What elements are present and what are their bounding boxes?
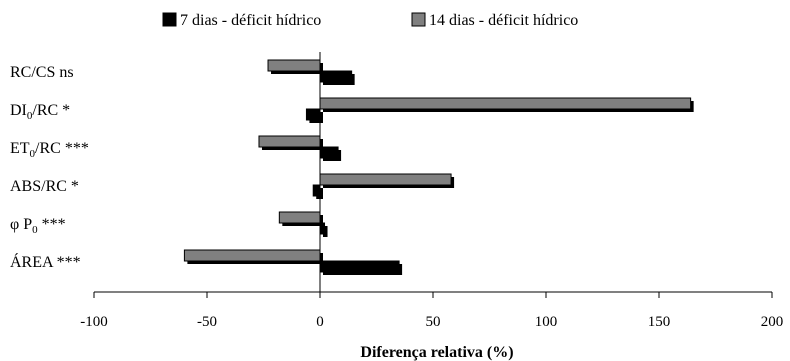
legend-label-7-dias: 7 dias - déficit hídrico xyxy=(180,12,321,29)
x-tick-label: 100 xyxy=(535,314,558,330)
x-axis-title: Diferença relativa (%) xyxy=(360,344,513,361)
legend-swatch-14-dias xyxy=(411,12,426,27)
category-labels: RC/CS ns DI0/RC * ET0/RC *** ABS/RC * φ P0 *… xyxy=(10,64,89,271)
x-tick-label: 150 xyxy=(648,314,671,330)
legend: 7 dias - déficit hídrico 14 dias - défic… xyxy=(162,12,578,29)
x-tick-label: 0 xyxy=(316,314,324,330)
legend-swatch-7-dias xyxy=(162,12,177,27)
bar-7-dias-2 xyxy=(319,146,339,159)
bar-14-dias-2 xyxy=(258,135,321,148)
x-tick-label: -50 xyxy=(197,314,217,330)
bar-14-dias-5 xyxy=(183,249,321,262)
category-label: φ P0 *** xyxy=(10,216,66,236)
category-label: RC/CS ns xyxy=(10,64,74,81)
bar-14-dias-4 xyxy=(278,211,321,224)
bar-7-dias-3 xyxy=(312,184,321,197)
category-label: DI0/RC * xyxy=(10,102,70,122)
bar-7-dias-0 xyxy=(319,70,353,83)
tick-labels: -100 -50 0 50 100 150 200 xyxy=(80,314,783,330)
bars xyxy=(183,59,694,275)
category-label: ET0/RC *** xyxy=(10,140,89,160)
category-label: ABS/RC * xyxy=(10,178,79,195)
bar-shadow xyxy=(323,226,328,237)
axes xyxy=(93,52,773,298)
bar-7-dias-5 xyxy=(319,260,400,273)
legend-label-14-dias: 14 dias - déficit hídrico xyxy=(429,12,578,29)
bar-14-dias-0 xyxy=(267,59,321,72)
bar-7-dias-4 xyxy=(319,222,326,235)
x-tick-label: 200 xyxy=(761,314,784,330)
bar-14-dias-3 xyxy=(319,173,452,186)
x-tick-label: 50 xyxy=(426,314,441,330)
bar-7-dias-1 xyxy=(305,108,321,121)
bar-14-dias-1 xyxy=(319,97,692,110)
category-label: ÁREA *** xyxy=(10,252,81,271)
x-tick-label: -100 xyxy=(80,314,108,330)
